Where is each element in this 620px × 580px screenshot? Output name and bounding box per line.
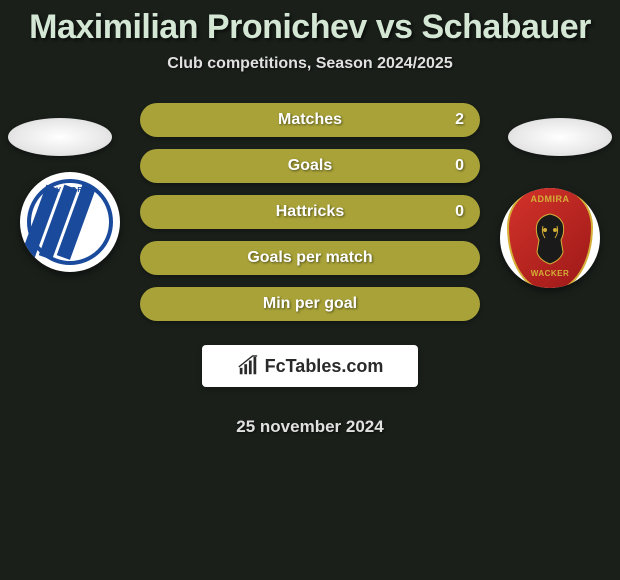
club-logo-left: SV HORN (20, 172, 120, 272)
stat-label: Goals per match (247, 249, 372, 267)
date-label: 25 november 2024 (236, 417, 383, 437)
stat-row-matches: Matches 2 (140, 103, 480, 137)
player-avatar-left (8, 118, 112, 156)
club-left-text: SV HORN (31, 187, 109, 194)
watermark-badge[interactable]: FcTables.com (202, 345, 418, 387)
admira-wacker-badge-icon: ADMIRA WACKER (507, 188, 593, 288)
player-avatar-right (508, 118, 612, 156)
stat-row-min-per-goal: Min per goal (140, 287, 480, 321)
stat-row-goals: Goals 0 (140, 149, 480, 183)
watermark-text: FcTables.com (265, 356, 384, 377)
stat-right-value: 2 (455, 111, 464, 129)
stat-label: Goals (288, 157, 332, 175)
club-right-text-bottom: WACKER (509, 269, 591, 278)
chart-icon (237, 355, 259, 377)
subtitle: Club competitions, Season 2024/2025 (167, 55, 452, 73)
stat-right-value: 0 (455, 157, 464, 175)
lion-icon (525, 212, 575, 266)
club-logo-right: ADMIRA WACKER (500, 188, 600, 288)
stat-row-hattricks: Hattricks 0 (140, 195, 480, 229)
page-title: Maximilian Pronichev vs Schabauer (29, 8, 591, 47)
club-right-text-top: ADMIRA (509, 194, 591, 204)
stat-label: Matches (278, 111, 342, 129)
sv-horn-badge-icon: SV HORN (27, 179, 113, 265)
stat-label: Min per goal (263, 295, 357, 313)
stat-label: Hattricks (276, 203, 344, 221)
stat-right-value: 0 (455, 203, 464, 221)
stat-row-goals-per-match: Goals per match (140, 241, 480, 275)
